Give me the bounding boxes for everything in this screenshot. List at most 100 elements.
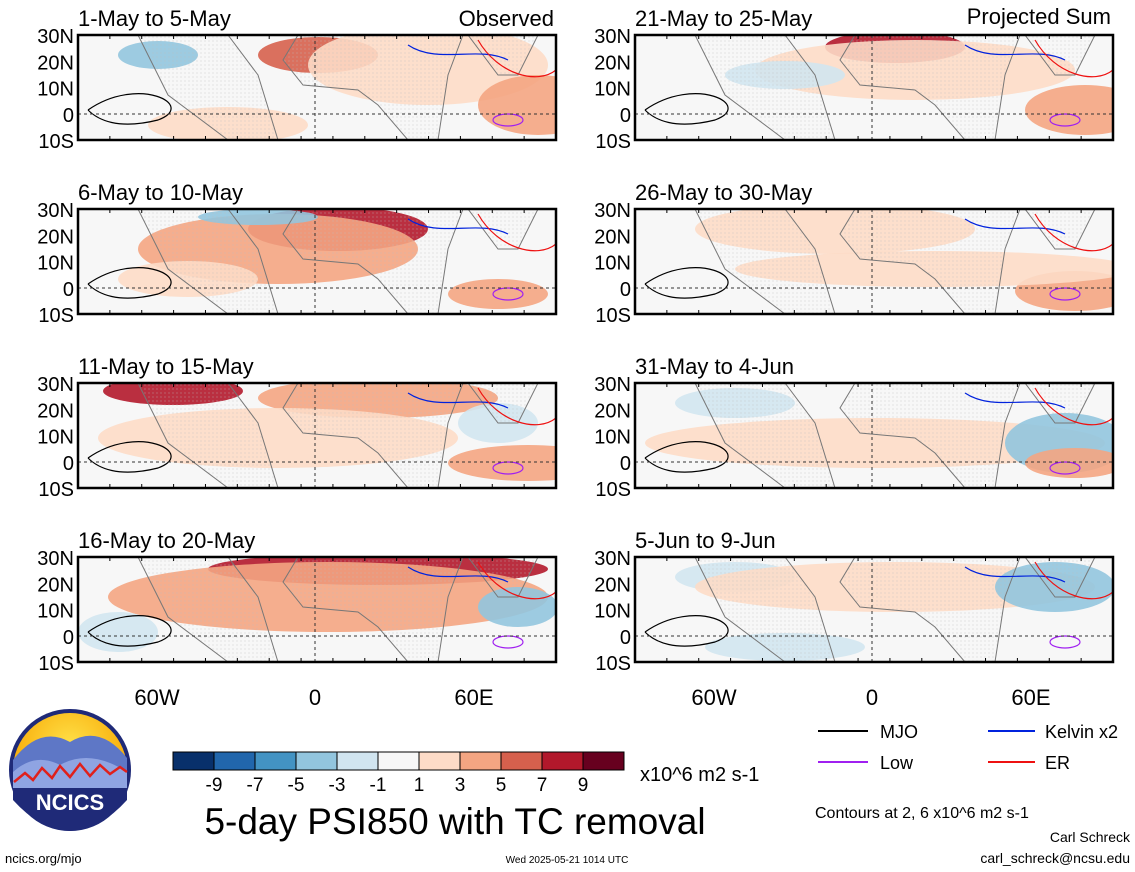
lat-label: 20N — [37, 226, 74, 248]
lon-label-0-left: 0 — [309, 685, 321, 710]
lon-label-60e-right: 60E — [1011, 685, 1050, 710]
lat-label: 10N — [594, 253, 631, 275]
colorbar-tick-label: 9 — [578, 775, 589, 796]
lat-label: 30N — [37, 374, 74, 396]
lat-label: 10N — [37, 79, 74, 101]
colorbar-tick-label: 7 — [537, 775, 548, 796]
panel-frame — [633, 555, 1115, 664]
panel-frame — [633, 381, 1115, 490]
low-contour — [1049, 635, 1081, 649]
lat-label: 0 — [63, 627, 74, 649]
panel-title: 11-May to 15-May — [78, 354, 254, 379]
lat-label: 20N — [37, 52, 74, 74]
lat-label: 0 — [620, 279, 631, 301]
panel-frame — [76, 207, 558, 316]
low-contour — [1049, 287, 1081, 301]
lat-label: 10S — [38, 479, 74, 501]
panel-frame — [76, 381, 558, 490]
panel-frame — [633, 33, 1115, 142]
mjo-contour — [87, 93, 172, 125]
colorbar-bin — [500, 751, 543, 771]
panel-title: 1-May to 5-May — [78, 6, 231, 31]
india-landmass — [1024, 383, 1096, 424]
low-contour — [492, 287, 524, 301]
india-landmass — [467, 557, 539, 598]
low-contour — [1049, 461, 1081, 475]
low-contour — [1049, 113, 1081, 127]
panel-frame — [76, 33, 558, 142]
lat-label: 30N — [594, 374, 631, 396]
mjo-contour — [644, 267, 729, 299]
lon-label-0-right: 0 — [866, 685, 878, 710]
legend-label-kelvin: Kelvin x2 — [1045, 722, 1118, 742]
mjo-contour — [644, 93, 729, 125]
er-contour — [477, 213, 556, 252]
observed-label: Observed — [459, 6, 554, 31]
colorbar-tick-label: 1 — [414, 775, 425, 796]
lat-label: 10S — [38, 305, 74, 327]
colorbar-bin — [172, 751, 215, 771]
legend-label-low: Low — [880, 753, 914, 773]
anomaly-shading — [78, 612, 158, 652]
panel-title: 6-May to 10-May — [78, 180, 243, 205]
anomaly-shading — [448, 279, 548, 309]
lat-label: 20N — [594, 226, 631, 248]
ncics-logo: NCICS — [9, 709, 131, 831]
anomaly-shading — [1025, 85, 1113, 135]
lon-label-60w-left: 60W — [134, 685, 179, 710]
anomaly-shading — [1025, 448, 1113, 478]
lat-label: 10N — [594, 601, 631, 623]
india-landmass — [1024, 35, 1096, 76]
ncics-logo-text: NCICS — [36, 790, 104, 815]
lat-label: 20N — [594, 400, 631, 422]
colorbar-units: x10^6 m2 s-1 — [640, 764, 759, 786]
lat-label: 30N — [37, 200, 74, 222]
kelvin-contour — [407, 392, 509, 409]
colorbar-tick-label: -1 — [370, 775, 387, 796]
kelvin-contour — [964, 392, 1066, 409]
colorbar-tick-label: -3 — [329, 775, 346, 796]
colorbar-bin — [582, 751, 625, 771]
er-contour — [1034, 561, 1113, 600]
lat-label: 0 — [63, 279, 74, 301]
anomaly-shading — [448, 445, 556, 481]
email-link[interactable]: carl_schreck@ncsu.edu — [980, 850, 1130, 866]
colorbar-bin — [377, 751, 420, 771]
lat-label: 10S — [595, 305, 631, 327]
mjo-contour — [644, 615, 729, 647]
author: Carl Schreck — [1050, 829, 1131, 845]
kelvin-contour — [964, 566, 1066, 583]
panel-frame — [633, 207, 1115, 316]
colorbar-bin — [254, 751, 297, 771]
low-contour — [492, 113, 524, 127]
kelvin-contour — [964, 218, 1066, 235]
panel-title: 16-May to 20-May — [78, 528, 255, 553]
lat-label: 20N — [594, 52, 631, 74]
mjo-contour — [87, 441, 172, 473]
kelvin-contour — [407, 44, 509, 61]
india-landmass — [467, 383, 539, 424]
mjo-contour — [87, 615, 172, 647]
lat-label: 20N — [37, 400, 74, 422]
panel-title: 31-May to 4-Jun — [635, 354, 794, 379]
panel-title: 26-May to 30-May — [635, 180, 812, 205]
lat-label: 30N — [37, 548, 74, 570]
india-landmass — [1024, 209, 1096, 250]
colorbar-bin — [418, 751, 461, 771]
lat-label: 0 — [620, 105, 631, 127]
lat-label: 20N — [37, 574, 74, 596]
er-contour — [1034, 39, 1113, 78]
legend-label-er: ER — [1045, 753, 1070, 773]
projected-sum-label: Projected Sum — [967, 4, 1111, 29]
india-landmass — [467, 209, 539, 250]
contours-note: Contours at 2, 6 x10^6 m2 s-1 — [815, 805, 1029, 822]
url-link[interactable]: ncics.org/mjo — [5, 851, 82, 866]
india-landmass — [467, 35, 539, 76]
